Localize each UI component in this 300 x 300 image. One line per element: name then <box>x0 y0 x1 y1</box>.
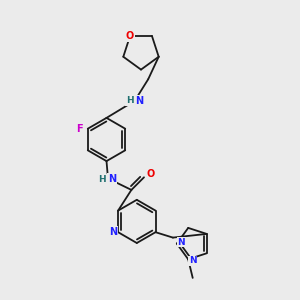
Text: F: F <box>76 124 83 134</box>
Text: O: O <box>146 169 155 179</box>
Text: N: N <box>109 227 117 237</box>
Text: N: N <box>108 174 116 184</box>
Text: N: N <box>178 238 185 247</box>
Text: H: H <box>126 96 134 105</box>
Text: O: O <box>126 31 134 41</box>
Text: H: H <box>98 175 106 184</box>
Text: N: N <box>189 256 196 265</box>
Text: N: N <box>135 96 143 106</box>
